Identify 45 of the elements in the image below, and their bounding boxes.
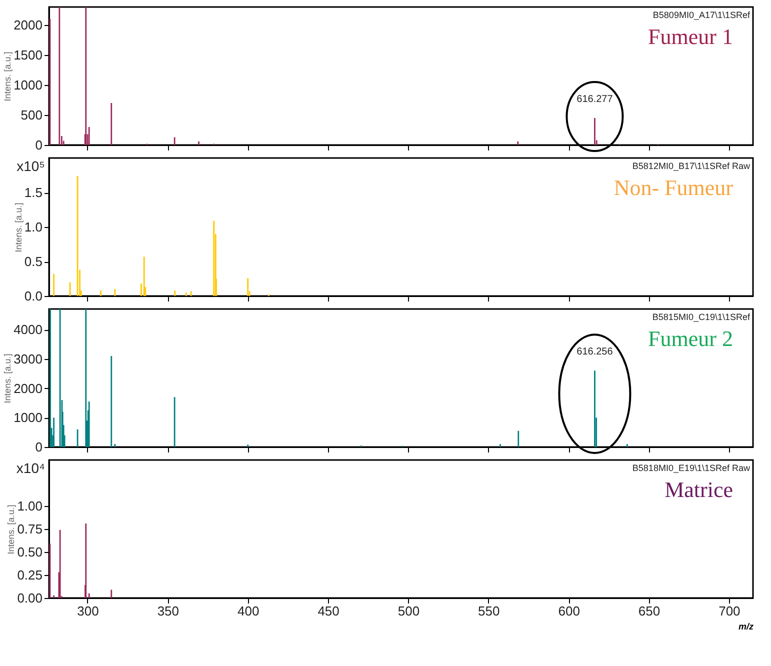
text: Fumeur 2 <box>648 326 733 351</box>
text: x10⁵ <box>16 158 45 174</box>
text: x10⁴ <box>16 460 45 476</box>
chart-subtitle: B5818MI0_E19\1\1SRef Raw <box>632 463 750 473</box>
x-tick-label: 450 <box>318 604 340 618</box>
y-axis-title: Intens. [a.u.] <box>13 202 24 252</box>
y-tick-label: 1.00 <box>17 498 42 514</box>
y-tick-label: 3000 <box>14 351 42 366</box>
y-tick-label: 0.75 <box>17 522 42 536</box>
x-tick-label: 350 <box>157 604 180 618</box>
y-tick-label: 0 <box>35 138 42 152</box>
y-tick-label: 0.50 <box>17 544 42 560</box>
text: Fumeur 1 <box>648 24 733 49</box>
x-tick-label: 300 <box>77 604 99 618</box>
y-tick-label: 0.0 <box>24 288 42 304</box>
y-tick-label: 2000 <box>14 18 42 32</box>
x-tick-label: 700 <box>718 604 740 618</box>
x-tick-label: 500 <box>398 604 420 618</box>
y-tick-label: 1.5 <box>24 185 42 200</box>
annotation: 616.277 <box>576 94 614 105</box>
y-tick-label: 0 <box>35 440 42 454</box>
x-tick-label: 650 <box>638 604 660 618</box>
x-tick-label: 550 <box>478 604 500 618</box>
y-tick-label: 0.5 <box>24 254 42 269</box>
x-tick-label: 400 <box>238 604 260 618</box>
chart-subtitle: B5809MI0_A17\1\1SRef <box>652 10 750 20</box>
y-tick-label: 4000 <box>14 322 42 338</box>
y-axis-title: Intens. [a.u.] <box>2 52 13 102</box>
x-tick-label: 600 <box>558 604 580 618</box>
y-tick-label: 0.25 <box>17 568 42 582</box>
y-axis-title: Intens. [a.u.] <box>6 504 16 554</box>
chart-subtitle: B5812MI0_B17\1\1SRef Raw <box>632 161 750 171</box>
y-tick-label: 0.00 <box>17 590 42 606</box>
text: Non- Fumeur <box>614 175 734 200</box>
y-tick-label: 1.0 <box>24 220 42 234</box>
y-axis-title: Intens. [a.u.] <box>2 354 13 404</box>
text: Matrice <box>664 477 733 502</box>
y-tick-label: 500 <box>20 108 42 122</box>
annotation: 616.256 <box>576 346 614 358</box>
y-tick-label: 1000 <box>14 410 42 426</box>
y-tick-label: 1500 <box>14 48 42 62</box>
x-axis-title: m/z <box>738 622 754 632</box>
chart-subtitle: B5815MI0_C19\1\1SRef <box>652 312 750 322</box>
y-tick-label: 1000 <box>14 78 42 92</box>
y-tick-label: 2000 <box>14 380 42 396</box>
